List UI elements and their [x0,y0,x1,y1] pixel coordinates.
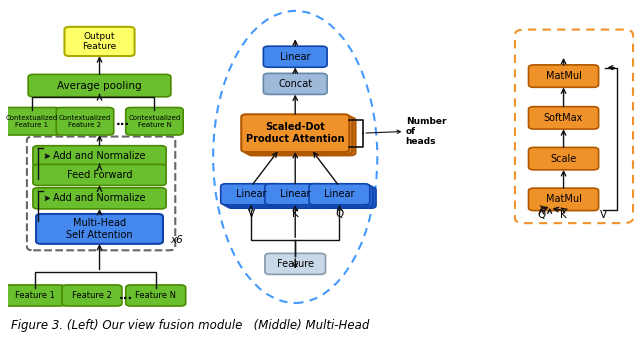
Text: ...: ... [116,115,130,128]
Text: Linear: Linear [236,189,266,199]
FancyBboxPatch shape [529,65,598,87]
Text: V: V [600,210,607,220]
Text: Linear: Linear [280,52,310,62]
Text: Q: Q [538,210,545,220]
FancyBboxPatch shape [5,285,65,306]
Text: Feature 1: Feature 1 [15,291,55,300]
Text: Q: Q [335,209,344,219]
FancyBboxPatch shape [248,118,356,155]
FancyBboxPatch shape [125,285,186,306]
FancyBboxPatch shape [263,73,327,94]
FancyBboxPatch shape [36,214,163,244]
FancyBboxPatch shape [227,187,287,208]
FancyBboxPatch shape [309,184,370,205]
FancyBboxPatch shape [65,27,134,56]
Text: Contextualized
Feature 1: Contextualized Feature 1 [6,115,58,128]
FancyBboxPatch shape [224,186,285,207]
Text: Output
Feature: Output Feature [83,32,116,51]
Text: Contextualized
Feature N: Contextualized Feature N [128,115,180,128]
Text: K: K [292,209,299,219]
Text: Average pooling: Average pooling [57,80,142,91]
FancyBboxPatch shape [221,184,282,205]
FancyBboxPatch shape [3,107,61,135]
FancyBboxPatch shape [263,46,327,67]
FancyBboxPatch shape [268,186,329,207]
Text: Feed Forward: Feed Forward [67,170,132,180]
FancyBboxPatch shape [33,164,166,186]
Text: Number
of
heads: Number of heads [406,117,446,146]
Text: Add and Normalize: Add and Normalize [53,193,146,203]
FancyBboxPatch shape [56,107,114,135]
Text: Figure 3. (Left) Our view fusion module   (Middle) Multi-Head: Figure 3. (Left) Our view fusion module … [11,319,369,332]
FancyBboxPatch shape [244,116,353,154]
Text: Concat: Concat [278,79,312,89]
Text: MatMul: MatMul [546,194,582,204]
FancyBboxPatch shape [62,285,122,306]
Text: Linear: Linear [280,189,310,199]
Text: MatMul: MatMul [546,71,582,81]
FancyBboxPatch shape [265,253,326,275]
FancyBboxPatch shape [33,188,166,209]
FancyBboxPatch shape [265,184,326,205]
FancyBboxPatch shape [125,107,183,135]
Text: Scaled-Dot
Product Attention: Scaled-Dot Product Attention [246,122,344,144]
FancyBboxPatch shape [312,186,373,207]
Text: V: V [248,209,255,219]
FancyBboxPatch shape [241,114,349,152]
FancyBboxPatch shape [33,146,166,167]
Text: Multi-Head
Self Attention: Multi-Head Self Attention [66,218,133,240]
FancyBboxPatch shape [28,74,171,97]
FancyBboxPatch shape [529,147,598,170]
FancyBboxPatch shape [271,187,332,208]
FancyBboxPatch shape [529,107,598,129]
Text: Contextualized
Feature 2: Contextualized Feature 2 [59,115,111,128]
Text: Feature N: Feature N [135,291,176,300]
FancyBboxPatch shape [316,187,376,208]
FancyBboxPatch shape [529,188,598,211]
Text: Feature: Feature [276,259,314,269]
Text: x6: x6 [170,235,183,245]
Text: Add and Normalize: Add and Normalize [53,151,146,161]
Text: K: K [560,210,567,220]
Text: Scale: Scale [550,153,577,164]
Text: Feature 2: Feature 2 [72,291,112,300]
Text: SoftMax: SoftMax [544,113,583,123]
Text: ...: ... [119,289,133,302]
Text: Linear: Linear [324,189,355,199]
